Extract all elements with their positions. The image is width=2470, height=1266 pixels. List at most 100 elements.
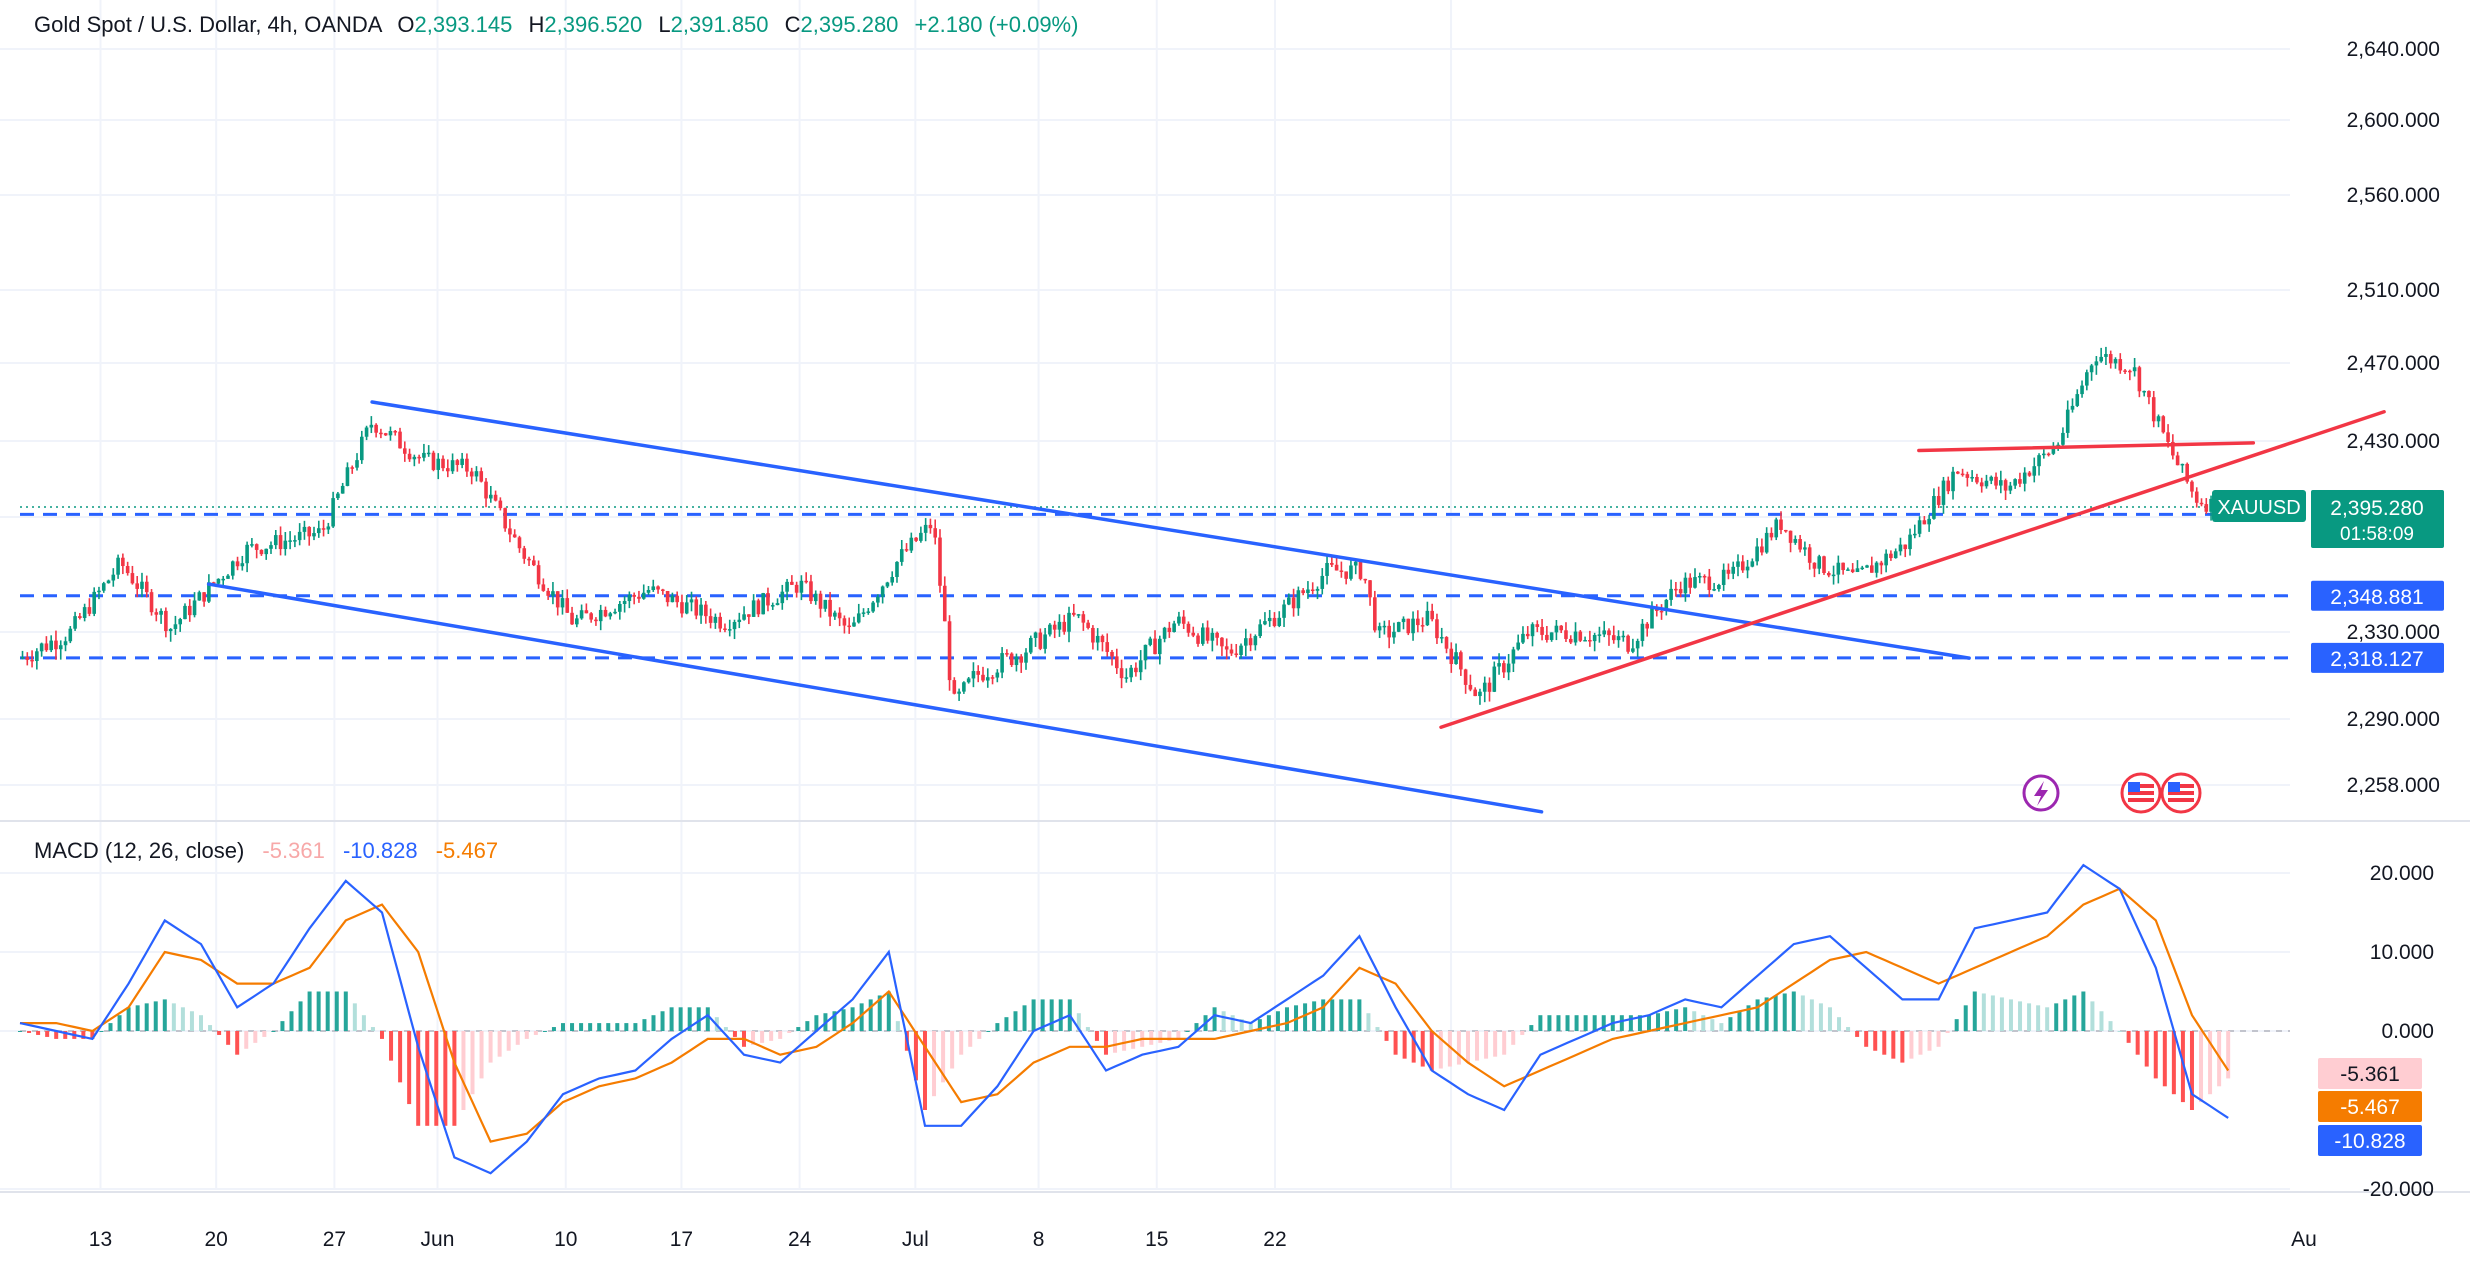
macd-histogram-bar bbox=[54, 1031, 59, 1039]
macd-histogram-bar bbox=[2126, 1031, 2131, 1043]
candle-body bbox=[101, 583, 106, 591]
candle-body bbox=[919, 532, 923, 541]
candle-body bbox=[259, 549, 264, 555]
candle-body bbox=[990, 677, 995, 679]
candle-body bbox=[1110, 651, 1114, 657]
candle-body bbox=[226, 575, 230, 579]
price-axis[interactable]: 2,258.0002,290.0002,330.0002,390.0002,43… bbox=[2212, 38, 2444, 1201]
trend-line-resistance[interactable] bbox=[1917, 441, 2256, 453]
macd-histogram-bar bbox=[18, 1031, 22, 1032]
macd-hist-value: -5.361 bbox=[262, 838, 325, 863]
price-tick-label: 2,470.000 bbox=[2347, 352, 2440, 375]
candle-body bbox=[58, 645, 63, 650]
candle-body bbox=[981, 674, 985, 681]
candle-body bbox=[135, 583, 139, 589]
macd-histogram-bar bbox=[189, 1011, 194, 1031]
candle-body bbox=[933, 528, 938, 538]
horizontal-levels[interactable] bbox=[20, 506, 2290, 660]
candle-body bbox=[2037, 455, 2041, 467]
macd-histogram-bar bbox=[551, 1027, 556, 1031]
candle-body bbox=[952, 680, 957, 694]
candle-body bbox=[1478, 691, 1482, 697]
candle-body bbox=[1946, 480, 1951, 492]
candle-body bbox=[1678, 589, 1683, 594]
event-markers[interactable] bbox=[2022, 772, 2202, 814]
candle-body bbox=[1812, 562, 1817, 569]
macd-histogram-bar bbox=[1981, 993, 1986, 1031]
candle-body bbox=[780, 591, 785, 604]
candle-body bbox=[1091, 627, 1095, 643]
candle-body bbox=[899, 549, 904, 562]
candle-body bbox=[861, 612, 866, 614]
lightning-icon[interactable] bbox=[2022, 774, 2060, 812]
macd-histogram-bar bbox=[1728, 1017, 1733, 1031]
candle-body bbox=[1826, 573, 1831, 576]
trend-line-channel-top[interactable] bbox=[370, 400, 1971, 660]
us-flag-icon[interactable] bbox=[2160, 772, 2202, 814]
candle-body bbox=[522, 548, 527, 559]
macd-histogram-bar bbox=[1230, 1015, 1235, 1031]
macd-histogram-bar bbox=[1493, 1031, 1498, 1057]
macd-histogram-bar bbox=[1918, 1031, 1923, 1055]
macd-histogram-bar bbox=[1864, 1031, 1869, 1047]
candle-body bbox=[1220, 637, 1224, 647]
trend-line-rising-support[interactable] bbox=[1439, 410, 2386, 729]
candle-body bbox=[885, 582, 890, 587]
macd-histogram-bar bbox=[1556, 1015, 1561, 1031]
trend-lines[interactable] bbox=[206, 400, 2386, 814]
price-tick-label: 2,330.000 bbox=[2347, 621, 2440, 644]
candle-body bbox=[2018, 479, 2022, 484]
countdown-label: 01:58:09 bbox=[2340, 524, 2414, 545]
us-flag-icon[interactable] bbox=[2120, 772, 2162, 814]
macd-histogram-bar bbox=[533, 1031, 538, 1035]
candle-body bbox=[1736, 561, 1740, 567]
macd-histogram-bar bbox=[2171, 1031, 2176, 1095]
candle-body bbox=[1822, 556, 1826, 574]
candle-body bbox=[183, 605, 187, 620]
macd-histogram-bar bbox=[36, 1031, 41, 1035]
candle-body bbox=[431, 452, 436, 470]
candle-body bbox=[2003, 480, 2008, 491]
candle-body bbox=[1401, 618, 1406, 623]
candle-body bbox=[1272, 617, 1277, 626]
candle-body bbox=[1807, 547, 1812, 563]
candle-body bbox=[1396, 622, 1401, 632]
candle-body bbox=[1936, 496, 1941, 505]
trend-line-channel-bottom[interactable] bbox=[206, 582, 1544, 814]
candle-body bbox=[1927, 518, 1931, 525]
macd-histogram-bar bbox=[461, 1031, 466, 1110]
macd-histogram-bar bbox=[1529, 1025, 1534, 1031]
candle-body bbox=[732, 622, 737, 630]
candle-body bbox=[1071, 612, 1076, 615]
candle-body bbox=[2147, 390, 2151, 398]
candle-body bbox=[1889, 553, 1893, 559]
macd-histogram-bar bbox=[1384, 1031, 1389, 1041]
time-axis[interactable]: 13 20 27 Jun 10 17 24 Jul 8 15 22 Au bbox=[89, 1228, 2317, 1251]
candle-body bbox=[1411, 618, 1415, 634]
candle-body bbox=[756, 600, 761, 615]
candle-body bbox=[1406, 618, 1411, 634]
macd-histogram-bar bbox=[1999, 997, 2004, 1031]
candle-body bbox=[785, 581, 789, 592]
candle-body bbox=[331, 498, 335, 527]
candle-body bbox=[699, 604, 703, 616]
candle-body bbox=[1205, 627, 1210, 641]
symbol-title: Gold Spot / U.S. Dollar, 4h, OANDA bbox=[34, 12, 382, 37]
candle-body bbox=[1186, 623, 1191, 633]
macd-histogram-bar bbox=[1954, 1019, 1959, 1031]
candle-body bbox=[1033, 632, 1038, 638]
candle-body bbox=[1439, 637, 1444, 639]
macd-histogram-bar bbox=[2199, 1031, 2204, 1103]
candle-body bbox=[1874, 562, 1879, 573]
macd-histogram-bar bbox=[1791, 991, 1796, 1031]
candle-body bbox=[1373, 597, 1377, 631]
candle-body bbox=[1277, 617, 1282, 626]
macd-histogram-bar bbox=[1909, 1031, 1914, 1059]
candle-body bbox=[938, 537, 942, 586]
macd-histogram-bar bbox=[90, 1031, 95, 1039]
macd-histogram-bar bbox=[1049, 999, 1054, 1031]
candle-body bbox=[178, 619, 183, 625]
candle-body bbox=[2190, 481, 2194, 492]
macd-histogram-bar bbox=[1004, 1017, 1009, 1031]
